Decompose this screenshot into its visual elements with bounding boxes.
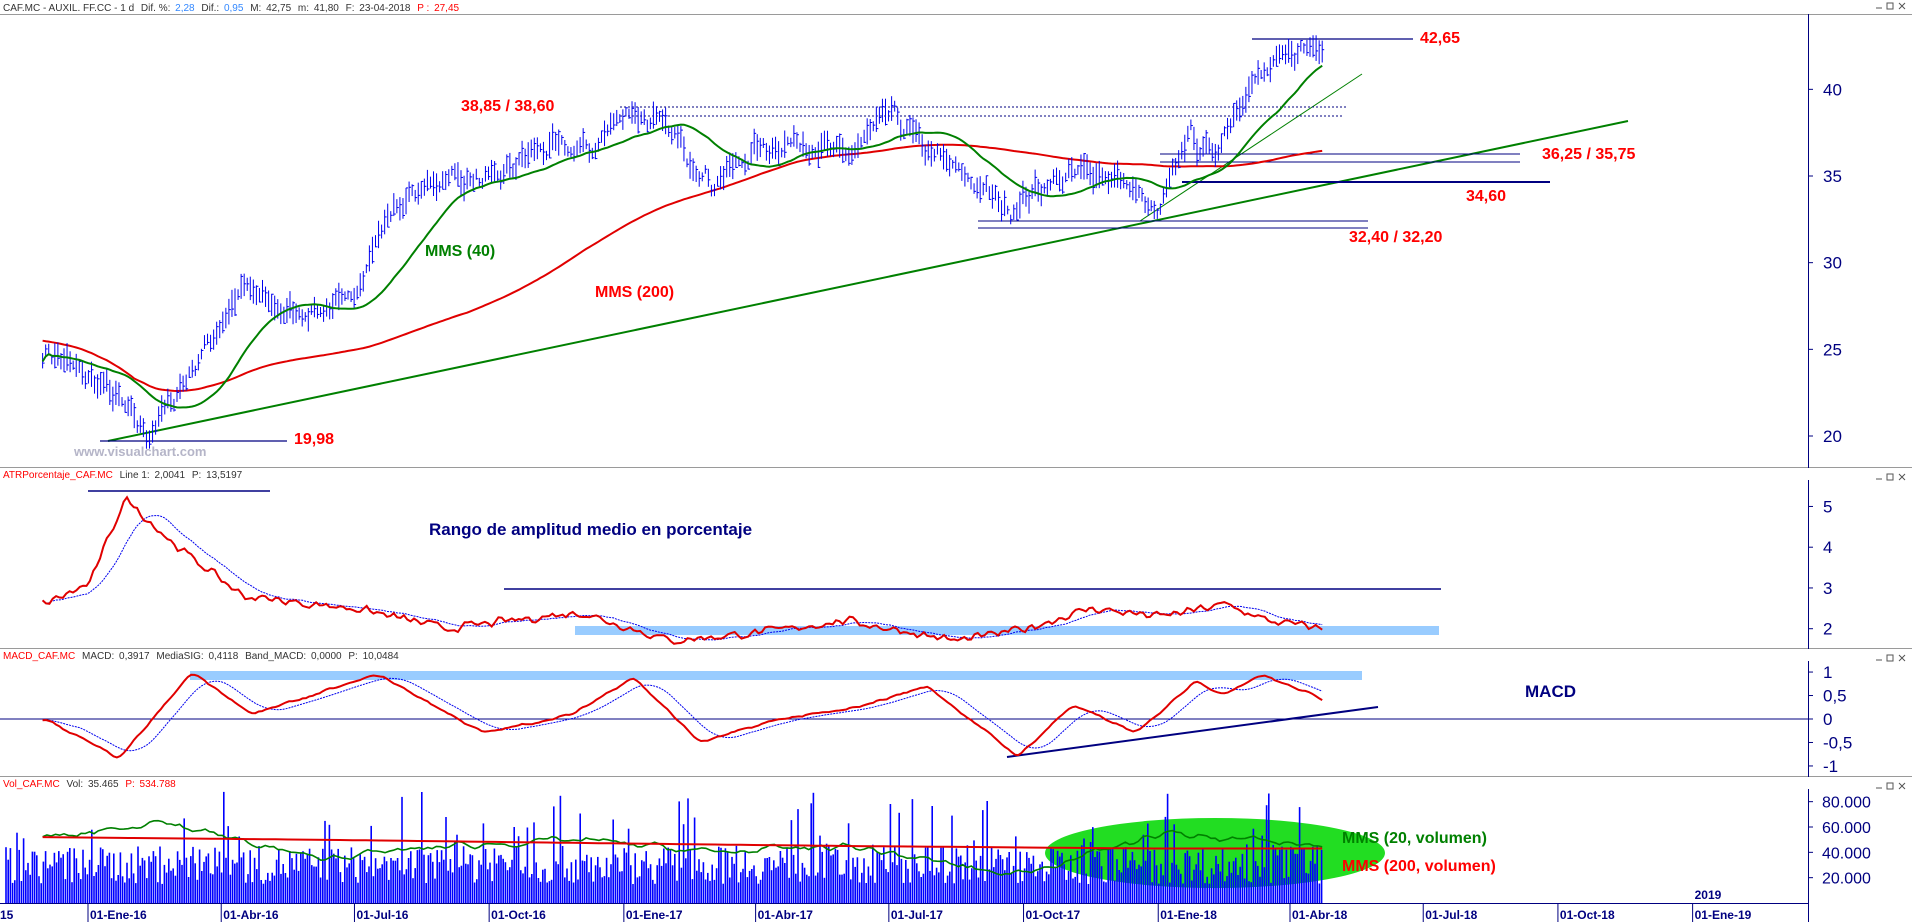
time-tick-label: 01-Oct-16 [491, 908, 546, 922]
volume-tick-label: 20.000 [1822, 871, 1871, 888]
time-tick-label: 01-Oct-18 [1560, 908, 1615, 922]
macd-axis: 1 0,5 0 -0,5 -1 [1808, 663, 1852, 776]
label-19-98: 19,98 [294, 431, 334, 448]
macd-tick-label: 0 [1823, 710, 1832, 729]
vol-legend-mms20: MMS (20, volumen) [1342, 830, 1487, 847]
label-32-40-32-20: 32,40 / 32,20 [1349, 229, 1443, 246]
time-tick-label: 01-Ene-19 [1695, 908, 1752, 922]
price-tick-label: 30 [1823, 254, 1842, 273]
atr-title: Rango de amplitud medio en porcentaje [429, 520, 752, 539]
macd-tick-label: -0,5 [1823, 733, 1852, 752]
price-tick-label: 35 [1823, 167, 1842, 186]
volume-axis: 20.000 40.000 60.000 80.000 [1808, 795, 1871, 888]
atr-axis: 2 3 4 5 [1808, 497, 1832, 639]
vol-mms20-line [42, 819, 1323, 876]
vol-mms200-line [42, 836, 1323, 850]
volume-tick-label: 60.000 [1822, 820, 1871, 837]
maximize-icon [1886, 2, 1894, 10]
time-tick-label: 01-Abr-16 [223, 908, 279, 922]
macd-tick-label: 1 [1823, 663, 1832, 682]
atr-header: ATRPorcentaje_CAF.MC Line 1: 2,0041 P: 1… [3, 470, 243, 481]
price-tick-label: 40 [1823, 80, 1842, 99]
atr-tick-label: 5 [1823, 497, 1832, 516]
time-tick-label: 01-Ene-17 [626, 908, 683, 922]
atr-tick-label: 3 [1823, 579, 1832, 598]
time-tick-label: 01-Jul-17 [891, 908, 943, 922]
close-icon [1898, 2, 1906, 10]
watermark: www.visualchart.com [73, 444, 206, 459]
time-tick-label: 01-Ene-16 [90, 908, 147, 922]
price-axis: 20 25 30 35 40 [1808, 80, 1842, 446]
time-tick-label: 01-Abr-18 [1292, 908, 1348, 922]
trendlines [107, 73, 1629, 442]
symbol-label: CAF.MC - AUXIL. FF.CC - 1 d [3, 3, 134, 14]
volume-highlight [1045, 818, 1385, 888]
label-42-65: 42,65 [1420, 30, 1460, 47]
label-34-60: 34,60 [1466, 188, 1506, 205]
time-tick-label: 01-Jul-18 [1425, 908, 1477, 922]
macd-header: MACD_CAF.MC MACD: 0,3917 MediaSIG: 0,411… [3, 651, 399, 662]
price-tick-label: 25 [1823, 340, 1842, 359]
macd-trendline [1006, 706, 1379, 758]
time-tick-label: 01-Oct-17 [1026, 908, 1081, 922]
ma200-line [42, 143, 1323, 393]
atr-line [41, 495, 1323, 645]
atr-tick-label: 2 [1823, 620, 1832, 639]
macd-tick-label: -1 [1823, 757, 1838, 776]
time-tick-label: 15 [0, 908, 14, 922]
label-36-25-35-75: 36,25 / 35,75 [1542, 146, 1636, 163]
volume-tick-label: 80.000 [1822, 795, 1871, 812]
macd-line [42, 673, 1323, 759]
time-tick-label: 01-Abr-17 [758, 908, 814, 922]
atr-tick-label: 4 [1823, 538, 1832, 557]
label-38-85-38-60: 38,85 / 38,60 [461, 98, 555, 115]
year-label: 2019 [1695, 888, 1722, 902]
macd-signal-line [42, 677, 1323, 752]
time-tick-label: 01-Jul-16 [356, 908, 408, 922]
label-mms40: MMS (40) [425, 243, 495, 260]
macd-overlays [0, 671, 1808, 758]
macd-band [190, 671, 1362, 680]
price-levels [100, 38, 1550, 442]
main-header: CAF.MC - AUXIL. FF.CC - 1 d Dif. %: 2,28… [3, 3, 460, 14]
time-tick-label: 01-Ene-18 [1160, 908, 1217, 922]
volume-tick-label: 40.000 [1822, 845, 1871, 862]
label-mms200: MMS (200) [595, 284, 674, 301]
macd-tick-label: 0,5 [1823, 687, 1847, 706]
vol-legend-mms200: MMS (200, volumen) [1342, 858, 1496, 875]
short-term-support-line [1139, 73, 1363, 222]
atr-overlays [88, 490, 1441, 635]
window-controls[interactable] [1876, 2, 1906, 790]
long-term-support-line [107, 120, 1629, 442]
vol-header: Vol_CAF.MC Vol: 35.465 P: 534.788 [3, 779, 176, 790]
macd-title: MACD [1525, 682, 1576, 701]
price-tick-label: 20 [1823, 427, 1842, 446]
ma40-line [41, 64, 1323, 409]
atr-signal-line [42, 514, 1323, 641]
time-axis: 15 01-Ene-16 01-Abr-16 01-Jul-16 01-Oct-16 01… [0, 888, 1752, 922]
